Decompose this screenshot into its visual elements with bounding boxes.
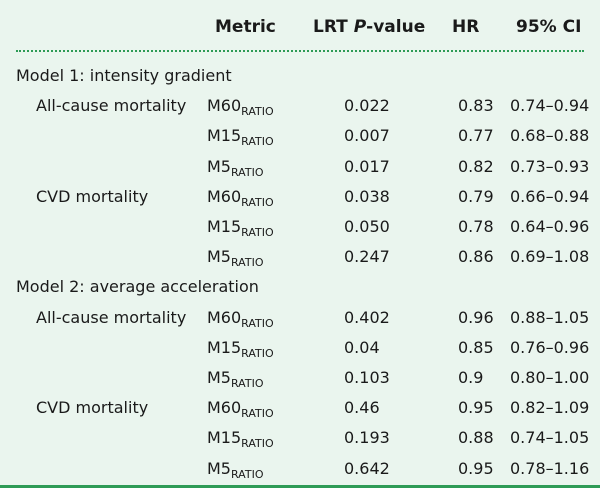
table-row: M5RATIO 0.017 0.82 0.73–0.93 [0, 152, 600, 182]
lrt-pvalue-cell: 0.038 [344, 186, 390, 206]
hr-cell: 0.9 [458, 368, 484, 387]
metric-cell: M5RATIO [207, 458, 264, 481]
section-title: Model 2: average acceleration [16, 277, 259, 297]
section-title: Model 1: intensity gradient [16, 66, 232, 85]
outcome-label: All-cause mortality [36, 307, 187, 327]
ci-cell: 0.73–0.93 [510, 156, 590, 176]
ci-cell: 0.66–0.94 [510, 186, 590, 206]
lrt-pvalue-cell: 0.46 [344, 398, 380, 418]
metric-cell: M60RATIO [207, 96, 274, 119]
ci-cell: 0.76–0.96 [510, 337, 590, 357]
lrt-pvalue-cell: 0.402 [344, 307, 390, 327]
lrt-pvalue-cell: 0.022 [344, 96, 390, 116]
metric-cell: M5RATIO [207, 156, 264, 179]
ci-cell: 0.82–1.09 [510, 398, 590, 418]
ci-cell: 0.74–1.05 [510, 428, 590, 448]
outcome-label: All-cause mortality [36, 96, 187, 116]
metric-subscript: RATIO [241, 105, 274, 119]
metric-cell: M60RATIO [207, 398, 274, 421]
section-row: Model 2: average acceleration [0, 272, 600, 302]
ci-cell: 0.69–1.08 [510, 247, 590, 267]
metric-cell: M60RATIO [207, 307, 274, 330]
bottom-rule [0, 485, 600, 488]
hr-cell: 0.95 [458, 398, 494, 418]
header-95ci: 95% CI [516, 17, 582, 37]
hr-cell: 0.82 [458, 156, 494, 176]
table-row: M5RATIO 0.642 0.95 0.78–1.16 [0, 454, 600, 484]
hr-cell: 0.85 [458, 337, 494, 357]
ci-cell: 0.88–1.05 [510, 307, 590, 327]
metric-subscript: RATIO [241, 407, 274, 421]
metric-subscript: RATIO [241, 437, 274, 451]
metric-subscript: RATIO [241, 135, 274, 149]
table-row: CVD mortality M60RATIO 0.46 0.95 0.82–1.09 [0, 393, 600, 423]
metric-subscript: RATIO [241, 226, 274, 239]
metric-subscript: RATIO [230, 256, 264, 270]
hr-cell: 0.86 [458, 247, 494, 267]
metric-subscript: RATIO [241, 346, 274, 360]
hr-cell: 0.95 [458, 458, 494, 478]
lrt-pvalue-cell: 0.642 [344, 458, 390, 478]
ci-cell: 0.78–1.16 [510, 458, 590, 478]
metric-cell: M5RATIO [207, 368, 264, 390]
metric-cell: M5RATIO [207, 247, 264, 270]
lrt-pvalue-cell: 0.017 [344, 156, 390, 176]
metric-cell: M15RATIO [207, 428, 274, 451]
lrt-pvalue-cell: 0.050 [344, 217, 390, 236]
table-row: M15RATIO 0.050 0.78 0.64–0.96 [0, 212, 600, 242]
ci-cell: 0.74–0.94 [510, 96, 590, 116]
ci-cell: 0.68–0.88 [510, 126, 590, 146]
hr-cell: 0.96 [458, 307, 494, 327]
lrt-pvalue-cell: 0.193 [344, 428, 390, 448]
hr-cell: 0.78 [458, 217, 494, 236]
metric-cell: M60RATIO [207, 186, 274, 209]
ci-cell: 0.64–0.96 [510, 217, 590, 236]
header-hr: HR [452, 17, 480, 37]
lrt-pvalue-cell: 0.04 [344, 337, 380, 357]
header-divider [16, 50, 584, 52]
hr-cell: 0.77 [458, 126, 494, 146]
section-row: Model 1: intensity gradient [0, 61, 600, 91]
table-row: All-cause mortality M60RATIO 0.402 0.96 0.88… [0, 303, 600, 333]
table-row: M5RATIO 0.103 0.9 0.80–1.00 [0, 363, 600, 393]
hr-cell: 0.83 [458, 96, 494, 116]
outcome-label: CVD mortality [36, 186, 149, 206]
metric-cell: M15RATIO [207, 217, 274, 239]
table-row: M15RATIO 0.04 0.85 0.76–0.96 [0, 333, 600, 363]
metric-cell: M15RATIO [207, 337, 274, 360]
metric-subscript: RATIO [230, 165, 264, 179]
header-lrt-pvalue: LRT P-value [313, 17, 426, 37]
lrt-pvalue-cell: 0.103 [344, 368, 390, 387]
metric-subscript: RATIO [241, 316, 274, 330]
metric-subscript: RATIO [230, 467, 264, 481]
hr-cell: 0.79 [458, 186, 494, 206]
metric-cell: M15RATIO [207, 126, 274, 149]
ci-cell: 0.80–1.00 [510, 368, 590, 387]
table-row: CVD mortality M60RATIO 0.038 0.79 0.66–0.94 [0, 182, 600, 212]
table-row: M15RATIO 0.007 0.77 0.68–0.88 [0, 121, 600, 151]
metric-subscript: RATIO [241, 195, 274, 209]
hr-cell: 0.88 [458, 428, 494, 448]
header-metric: Metric [215, 17, 276, 37]
table-row: M5RATIO 0.247 0.86 0.69–1.08 [0, 242, 600, 272]
table-row: All-cause mortality M60RATIO 0.022 0.83 0.74… [0, 91, 600, 121]
outcome-label: CVD mortality [36, 398, 149, 418]
table-row: M15RATIO 0.193 0.88 0.74–1.05 [0, 423, 600, 453]
metric-subscript: RATIO [230, 377, 264, 390]
lrt-pvalue-cell: 0.247 [344, 247, 390, 267]
lrt-pvalue-cell: 0.007 [344, 126, 390, 146]
